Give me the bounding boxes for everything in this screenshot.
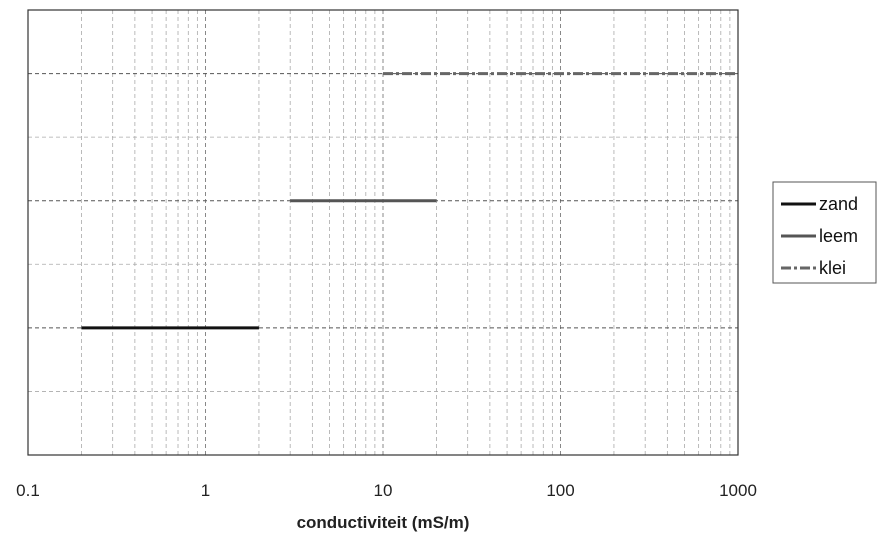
x-axis-tick-labels: 0.1 1 10 100 1000	[16, 481, 757, 500]
x-tick-label: 0.1	[16, 481, 40, 500]
x-tick-label: 100	[546, 481, 574, 500]
legend-label-zand: zand	[819, 194, 858, 214]
x-tick-label: 10	[374, 481, 393, 500]
series-lines	[81, 72, 738, 330]
x-axis-title: conductiviteit (mS/m)	[297, 513, 470, 532]
plot-border	[27, 9, 739, 456]
legend-label-leem: leem	[819, 226, 858, 246]
legend: zand leem klei	[772, 181, 877, 284]
x-tick-label: 1	[201, 481, 210, 500]
x-tick-label: 1000	[719, 481, 757, 500]
legend-label-klei: klei	[819, 258, 846, 278]
legend-box	[772, 181, 877, 284]
plot-area	[28, 10, 738, 455]
